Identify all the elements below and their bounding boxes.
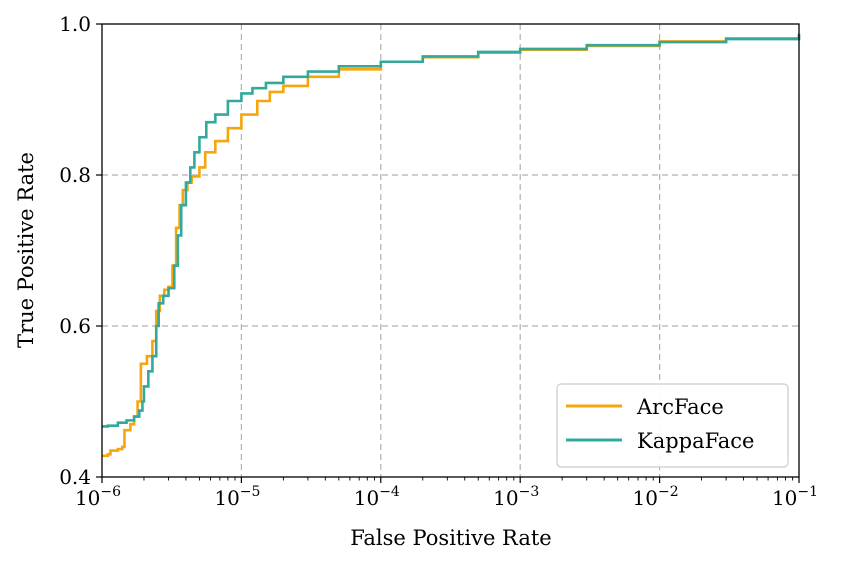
x-tick-label: 10−6 — [75, 484, 121, 510]
plot-frame — [101, 23, 800, 478]
series-lines — [102, 33, 801, 458]
x-tick-label: 10−3 — [493, 484, 539, 510]
x-tick-label: 10−4 — [354, 484, 400, 510]
y-tick-label: 0.8 — [59, 163, 91, 187]
y-axis-label: True Positive Rate — [14, 152, 38, 348]
legend: ArcFace KappaFace — [556, 383, 789, 468]
x-axis-label: False Positive Rate — [350, 526, 551, 550]
y-tick-label: 0.4 — [59, 465, 91, 489]
x-tick-label: 10−1 — [772, 484, 818, 510]
legend-label-kappaface: KappaFace — [637, 429, 754, 453]
x-tick-label: 10−2 — [633, 484, 679, 510]
legend-label-arcface: ArcFace — [636, 395, 724, 419]
axis-ticks: 10−6 10−5 10−4 10−3 10−2 10−1 0.4 0.6 0.8 1.0 — [59, 12, 818, 510]
series-line-kappaface — [102, 33, 801, 428]
x-tick-label: 10−5 — [214, 484, 260, 510]
y-tick-label: 0.6 — [59, 314, 91, 338]
y-tick-label: 1.0 — [59, 12, 91, 36]
